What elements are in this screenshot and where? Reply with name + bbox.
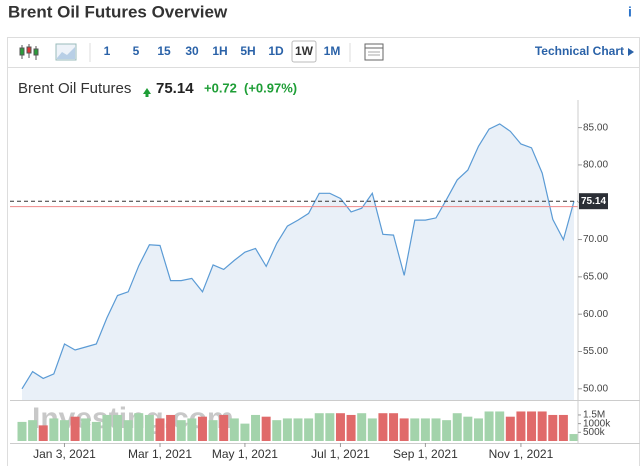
volume-bar [314, 413, 324, 441]
volume-bar [144, 414, 154, 441]
y2-tick-label: 1.5M [583, 410, 605, 421]
volume-bar [378, 413, 388, 441]
last-price-box [579, 193, 608, 210]
y-tick-label: 65.00 [583, 272, 608, 283]
volume-bar [49, 418, 59, 441]
volume-bar [495, 411, 505, 441]
volume-bar [357, 413, 367, 441]
area-icon[interactable] [55, 43, 77, 61]
last-price-label: 75.14 [581, 196, 606, 207]
price-line [21, 123, 575, 390]
volume-bar [28, 420, 38, 441]
volume-bar [325, 413, 335, 441]
volume-bar [261, 416, 271, 441]
volume-bar [219, 414, 229, 441]
x-tick-label: May 1, 2021 [212, 447, 278, 461]
quote-price: 75.14 [156, 80, 194, 97]
volume-bar [569, 434, 579, 441]
volume-bar [420, 418, 430, 441]
volume-bar [134, 413, 144, 441]
volume-bar [389, 413, 399, 441]
interval-button[interactable]: 5 [133, 44, 140, 58]
volume-bar [91, 421, 101, 441]
technical-chart-link[interactable]: Technical Chart [535, 44, 624, 58]
quote-name: Brent Oil Futures [18, 80, 131, 97]
volume-bar [335, 413, 345, 441]
volume-bar [346, 414, 356, 441]
volume-bar [59, 420, 69, 441]
x-tick-label: Mar 1, 2021 [128, 447, 192, 461]
plot: Investing.com50.0055.0060.0065.0070.0075… [10, 100, 640, 461]
volume-bar [452, 413, 462, 441]
interval-button[interactable]: 30 [185, 44, 199, 58]
volume-bar [304, 418, 314, 441]
volume-bar [272, 420, 282, 441]
volume-bar [537, 411, 547, 441]
selected-interval [291, 40, 317, 63]
x-tick-label: Jul 1, 2021 [311, 447, 370, 461]
volume-bar [505, 416, 515, 441]
x-tick-label: Jan 3, 2021 [33, 447, 96, 461]
volume-bar [558, 414, 568, 441]
volume-bar [208, 420, 218, 441]
x-tick-label: Nov 1, 2021 [489, 447, 554, 461]
volume-bar [442, 420, 452, 441]
volume-bar [113, 414, 123, 441]
volume-bar [38, 425, 48, 441]
up-arrow [143, 88, 151, 97]
y2-tick-label: 500k [583, 427, 606, 438]
volume-bar [102, 414, 112, 441]
volume-bar [229, 418, 239, 441]
y-tick-label: 80.00 [583, 160, 608, 171]
volume-bar [367, 418, 377, 441]
interval-button[interactable]: 1 [104, 44, 111, 58]
settings-icon[interactable] [364, 43, 384, 61]
quote-change-pct: (+0.97%) [244, 80, 297, 95]
y-tick-label: 70.00 [583, 234, 608, 245]
volume-bar [197, 416, 207, 441]
volume-bar [293, 418, 303, 441]
volume-bar [70, 416, 80, 441]
volume-bar [463, 416, 473, 441]
link-arrow [628, 48, 634, 56]
volume-bar [81, 418, 91, 441]
volume-bar [527, 411, 537, 441]
interval-button[interactable]: 1M [324, 44, 341, 58]
candle-icon[interactable] [19, 44, 39, 60]
price-area [22, 123, 574, 401]
volume-bar [187, 418, 197, 441]
interval-button[interactable]: 5H [240, 44, 255, 58]
volume-bar [240, 423, 250, 441]
volume-bar [123, 420, 133, 441]
interval-button[interactable]: 1W [295, 44, 314, 58]
volume-bar [399, 418, 409, 441]
y2-tick-label: 1000k [583, 418, 611, 429]
volume-bar [516, 411, 526, 441]
volume-bar [473, 418, 483, 441]
volume-bar [484, 411, 494, 441]
volume-bar [176, 420, 186, 441]
title: Brent Oil Futures Overview [8, 2, 228, 21]
interval-button[interactable]: 1D [268, 44, 284, 58]
x-tick-label: Sep 1, 2021 [393, 447, 458, 461]
y-tick-label: 85.00 [583, 122, 608, 133]
y-tick-label: 50.00 [583, 383, 608, 394]
info-icon[interactable]: i [628, 4, 632, 20]
volume-bar [17, 421, 27, 441]
volume-bar [155, 418, 165, 441]
y-tick-label: 60.00 [583, 309, 608, 320]
quote-change: +0.72 [204, 80, 237, 95]
volume-bar [282, 418, 292, 441]
volume-bar [431, 418, 441, 441]
volume-bar [410, 418, 420, 441]
y-tick-label: 55.00 [583, 346, 608, 357]
interval-button[interactable]: 15 [157, 44, 171, 58]
interval-button[interactable]: 1H [212, 44, 227, 58]
volume-bar [251, 414, 261, 441]
volume-bar [166, 414, 176, 441]
volume-bar [548, 414, 558, 441]
